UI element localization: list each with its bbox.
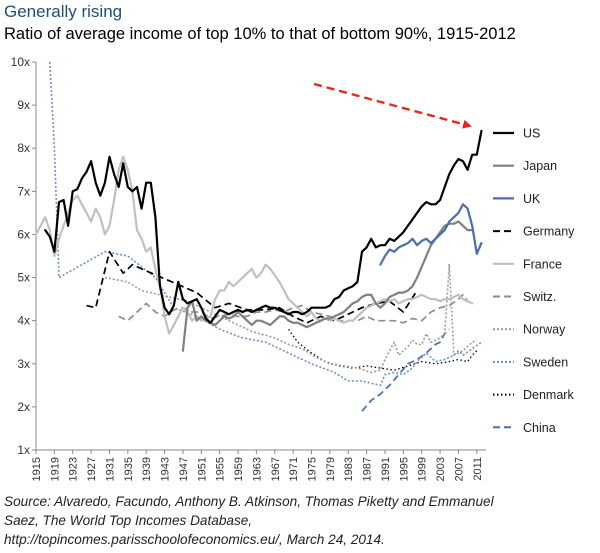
legend-label: Japan <box>523 159 557 173</box>
x-tick-label: 1963 <box>251 457 263 481</box>
chart-title: Ratio of average income of top 10% to th… <box>4 25 516 43</box>
series-line-france <box>34 155 474 335</box>
x-tick-label: 1983 <box>343 457 355 481</box>
legend-label: France <box>523 257 562 271</box>
x-tick-label: 2003 <box>435 457 447 481</box>
series-line-uk <box>379 203 483 266</box>
x-tick-label: 1939 <box>141 457 153 481</box>
x-tick-label: 1947 <box>178 457 190 481</box>
chart-legend: US Japan UK Germany France Switz. Norway Sweden… <box>493 127 575 435</box>
x-tick-label: 1991 <box>380 457 392 481</box>
x-tick-label: 1987 <box>362 457 374 481</box>
x-tick-label: 1931 <box>104 457 116 481</box>
x-tick-label: 1923 <box>68 457 80 481</box>
y-tick-label: 4x <box>17 314 30 328</box>
legend-label: Denmark <box>523 388 574 402</box>
x-tick-label: 1951 <box>196 457 208 481</box>
y-tick-label: 8x <box>17 141 30 155</box>
legend-label: Germany <box>523 225 575 239</box>
y-tick-label: 3x <box>17 357 30 371</box>
legend-label: US <box>523 127 540 141</box>
chart-axes: 1x 2x 3x 4x 5x 6x 7x 8x 9x 10x 1915 1919 1923 1927 193… <box>11 55 486 481</box>
x-tick-label: 1927 <box>86 457 98 481</box>
x-tick-label: 1971 <box>288 457 300 481</box>
x-tick-label: 1959 <box>233 457 245 481</box>
series-layer <box>34 61 483 412</box>
y-tick-label: 5x <box>17 271 30 285</box>
line-chart: 1x 2x 3x 4x 5x 6x 7x 8x 9x 10x 1915 1919 1923 1927 193… <box>11 55 576 481</box>
source-line-3: http://topincomes.parisschoolofeconomics… <box>4 532 385 547</box>
source-line-1: Source: Alvaredo, Facundo, Anthony B. At… <box>4 494 494 509</box>
y-tick-label: 7x <box>17 184 30 198</box>
y-tick-label: 2x <box>17 400 30 414</box>
series-line-sweden <box>49 61 482 387</box>
chart-kicker: Generally rising <box>4 2 123 21</box>
annotation-arrow <box>313 82 472 129</box>
y-tick-label: 9x <box>17 98 30 112</box>
x-tick-label: 2007 <box>453 457 465 481</box>
series-line-us <box>44 129 483 324</box>
x-tick-label: 2011 <box>472 457 484 481</box>
source-note: Source: Alvaredo, Facundo, Anthony B. At… <box>4 492 596 549</box>
x-tick-label: 1919 <box>49 457 61 481</box>
series-line-china <box>361 328 450 412</box>
x-tick-label: 1975 <box>307 457 319 481</box>
y-tick-label: 10x <box>11 55 30 69</box>
series-line-norway <box>104 263 478 374</box>
legend-label: China <box>523 421 556 435</box>
legend-label: Norway <box>523 323 566 337</box>
y-tick-label: 6x <box>17 227 30 241</box>
x-tick-label: 1955 <box>215 457 227 481</box>
x-tick-label: 1967 <box>270 457 282 481</box>
x-tick-label: 1935 <box>123 457 135 481</box>
legend-label: Sweden <box>523 355 568 369</box>
x-tick-label: 1979 <box>325 457 337 481</box>
x-tick-label: 1943 <box>160 457 172 481</box>
y-tick-label: 1x <box>17 443 30 457</box>
legend-label: UK <box>523 192 541 206</box>
x-tick-label: 1999 <box>417 457 429 481</box>
x-tick-label: 1915 <box>31 457 43 481</box>
x-tick-label: 1995 <box>398 457 410 481</box>
legend-label: Switz. <box>523 290 556 304</box>
source-line-2: Saez, The World Top Incomes Database, <box>4 513 253 528</box>
series-line-japan <box>181 220 474 352</box>
